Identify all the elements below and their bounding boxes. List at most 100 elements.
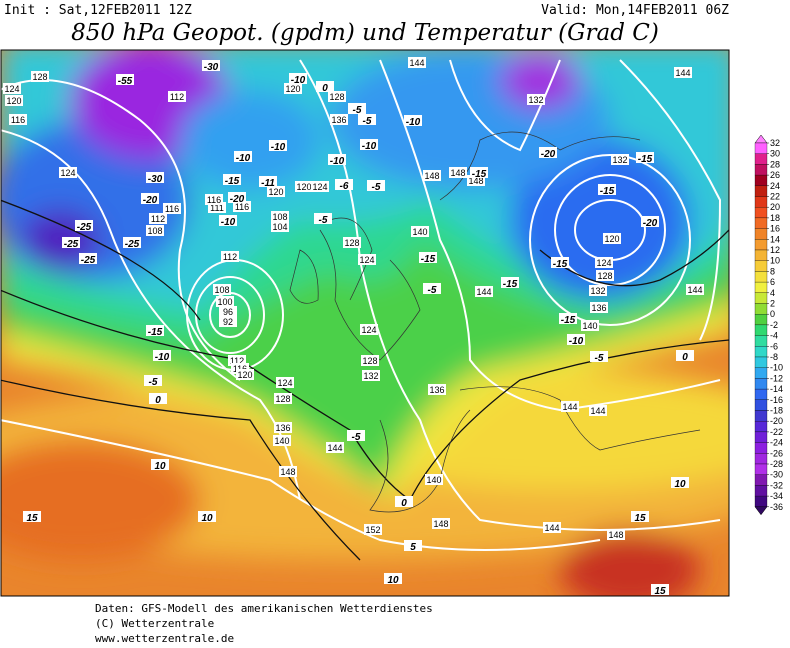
temperature-label-box [316,81,334,92]
geopotential-label-box [423,170,441,181]
temperature-label: 10 [201,513,213,524]
colorbar-label: -14 [770,384,783,394]
temperature-label: -11 [261,178,275,189]
temperature-label: 10 [674,479,686,490]
temperature-field [1,50,729,596]
colorbar-label: -18 [770,406,783,416]
colorbar-segment [754,303,768,315]
colorbar-label: -30 [770,470,783,480]
temperature-label: -30 [148,174,163,185]
temperature-label-box [671,477,689,488]
geopotential-label: 148 [608,530,623,540]
colorbar-segment [754,378,768,390]
temperature-label-box [198,511,216,522]
geopotential-label: 136 [591,303,606,313]
temperature-label-box [62,237,80,248]
colorbar-label: 6 [770,277,775,287]
geopotential-label-box [279,466,297,477]
geopotential-label: 144 [476,287,491,297]
colorbar-label: -8 [770,352,778,362]
footer-source: Daten: GFS-Modell des amerikanischen Wet… [95,602,433,615]
geopotential-label: 128 [344,238,359,248]
geopotential-label-box [595,257,613,268]
temperature-label-box [23,511,41,522]
geopotential-label: 132 [612,155,627,165]
colorbar-label: 10 [770,256,780,266]
temperature-label-box [314,213,332,224]
geopotential-label: 128 [329,92,344,102]
colorbar-top-arrow [754,134,768,144]
temperature-label: -5 [372,182,381,193]
geopotential-label: 140 [274,436,289,446]
geopotential-label: 96 [223,307,233,317]
geopotential-label-box [686,284,704,295]
temperature-label-box [219,215,237,226]
geopotential-label: 144 [409,58,424,68]
temperature-label-box [335,179,353,190]
colorbar-segment [754,474,768,486]
geopotential-label: 136 [429,385,444,395]
geopotential-label: 120 [296,182,311,192]
geopotential-label: 124 [312,182,327,192]
temperature-contours [1,199,729,561]
colorbar-label: -10 [770,363,783,373]
temperature-label: -10 [155,352,170,363]
colorbar-label: -20 [770,416,783,426]
geopotential-label: 152 [365,525,380,535]
geopotential-label-box [146,225,164,236]
geopotential-label: 132 [528,95,543,105]
colorbar-segment [754,346,768,358]
colorbar-segment [754,281,768,293]
colorbar-label: 18 [770,213,780,223]
temperature-label-box [153,350,171,361]
geopotential-label-box [59,167,77,178]
geopotential-label: 112 [230,356,244,366]
geopotential-label: 112 [151,214,165,224]
temperature-label-box [631,511,649,522]
colorbar-segment [754,239,768,251]
temperature-label: 0 [155,395,161,406]
geopotential-label-box [475,286,493,297]
geopotential-label-box [326,442,344,453]
colorbar-label: 22 [770,192,780,202]
colorbar-label: 24 [770,181,780,191]
geopotential-label: 144 [675,68,690,78]
colorbar-bottom-arrow [754,506,768,516]
geopotential-label-box [5,95,23,106]
colorbar-segment [754,196,768,208]
temperature-label-box [590,351,608,362]
geopotential-label-box [311,181,329,192]
geopotential-label-box [330,114,348,125]
geopotential-label: 124 [361,325,376,335]
geopotential-label-box [561,401,579,412]
geopotential-label: 108 [147,226,162,236]
colorbar-segment [754,207,768,219]
geopotential-label: 140 [582,321,597,331]
geopotential-label: 120 [237,370,252,380]
geopotential-label-box [276,377,294,388]
colorbar-label: 2 [770,299,775,309]
temperature-label: 5 [410,542,416,553]
temperature-label: -30 [204,62,219,73]
colorbar-segment [754,292,768,304]
geopotential-label-box [295,181,313,192]
geopotential-label-box [273,435,291,446]
colorbar-segment [754,164,768,176]
temperature-label-box [367,180,385,191]
colorbar-label: 26 [770,170,780,180]
temperature-label: -15 [638,154,653,165]
geopotential-label: 128 [362,356,377,366]
temperature-label-box [384,573,402,584]
geopotential-label: 116 [207,195,221,205]
temperature-label-box [636,152,654,163]
temperature-label: -25 [81,255,96,266]
geopotential-label-box [360,324,378,335]
colorbar-segment [754,485,768,497]
temperature-label: -15 [472,169,487,180]
geopotential-label-box [364,524,382,535]
geopotential-label-box [228,355,246,366]
temperature-label-box [598,184,616,195]
temperature-label-box [358,114,376,125]
temperature-label: 0 [322,83,328,94]
